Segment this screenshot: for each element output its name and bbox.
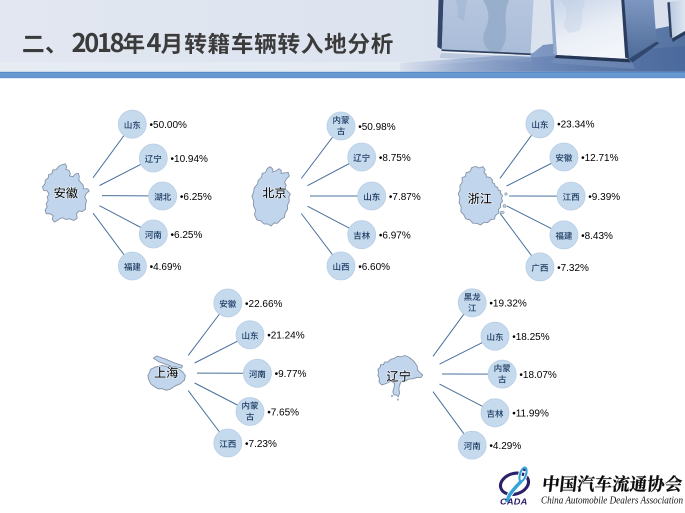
svg-text:•7.32%: •7.32% bbox=[557, 263, 589, 274]
svg-text:•11.99%: •11.99% bbox=[512, 409, 549, 420]
svg-text:•12.71%: •12.71% bbox=[581, 153, 619, 164]
svg-text:•18.25%: •18.25% bbox=[512, 332, 550, 343]
svg-text:•7.23%: •7.23% bbox=[245, 439, 277, 450]
svg-text:•19.32%: •19.32% bbox=[489, 299, 527, 310]
svg-text:•6.25%: •6.25% bbox=[171, 230, 203, 241]
svg-text:•18.07%: •18.07% bbox=[519, 370, 557, 381]
svg-text:•6.97%: •6.97% bbox=[379, 231, 411, 242]
svg-text:•22.66%: •22.66% bbox=[245, 299, 283, 310]
svg-text:•50.00%: •50.00% bbox=[150, 120, 188, 131]
svg-text:•6.60%: •6.60% bbox=[358, 262, 390, 273]
svg-text:•8.43%: •8.43% bbox=[581, 231, 613, 242]
svg-text:•23.34%: •23.34% bbox=[557, 120, 595, 131]
svg-text:•7.87%: •7.87% bbox=[389, 192, 421, 203]
svg-text:•6.25%: •6.25% bbox=[180, 192, 212, 203]
svg-text:•10.94%: •10.94% bbox=[171, 154, 209, 165]
svg-text:•8.75%: •8.75% bbox=[379, 153, 411, 164]
svg-text:•21.24%: •21.24% bbox=[267, 331, 305, 342]
svg-text:•7.65%: •7.65% bbox=[267, 407, 299, 418]
svg-text:•4.69%: •4.69% bbox=[150, 262, 182, 273]
svg-text:China Automobile Dealers Assoc: China Automobile Dealers Association bbox=[541, 496, 683, 507]
svg-text:•9.77%: •9.77% bbox=[275, 369, 307, 380]
svg-text:•9.39%: •9.39% bbox=[588, 192, 620, 203]
svg-text:CADA: CADA bbox=[500, 497, 528, 507]
svg-text:•50.98%: •50.98% bbox=[358, 122, 396, 133]
svg-text:•4.29%: •4.29% bbox=[489, 441, 521, 452]
